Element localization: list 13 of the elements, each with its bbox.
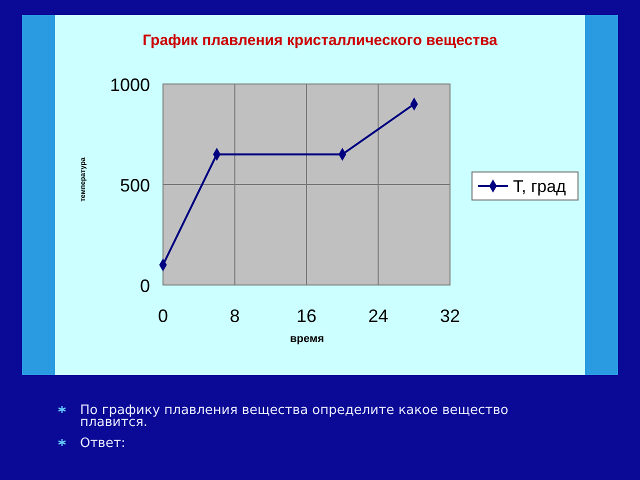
y-tick-label: 0 bbox=[140, 276, 150, 296]
y-tick-label: 1000 bbox=[110, 75, 150, 95]
x-tick-label: 0 bbox=[158, 306, 168, 326]
x-axis-title: время bbox=[290, 333, 324, 345]
y-tick-label: 500 bbox=[120, 176, 150, 196]
chart-title: График плавления кристаллического вещества bbox=[142, 32, 498, 49]
x-tick-label: 24 bbox=[368, 306, 388, 326]
text: Ответ: bbox=[80, 436, 126, 451]
legend-label: T, град bbox=[513, 177, 566, 196]
x-tick-label: 16 bbox=[296, 306, 317, 326]
x-tick-label: 8 bbox=[230, 306, 240, 326]
text: По графику плавления вещества определите какое вещество плавится. bbox=[80, 403, 508, 430]
x-tick-label: 32 bbox=[440, 306, 460, 326]
